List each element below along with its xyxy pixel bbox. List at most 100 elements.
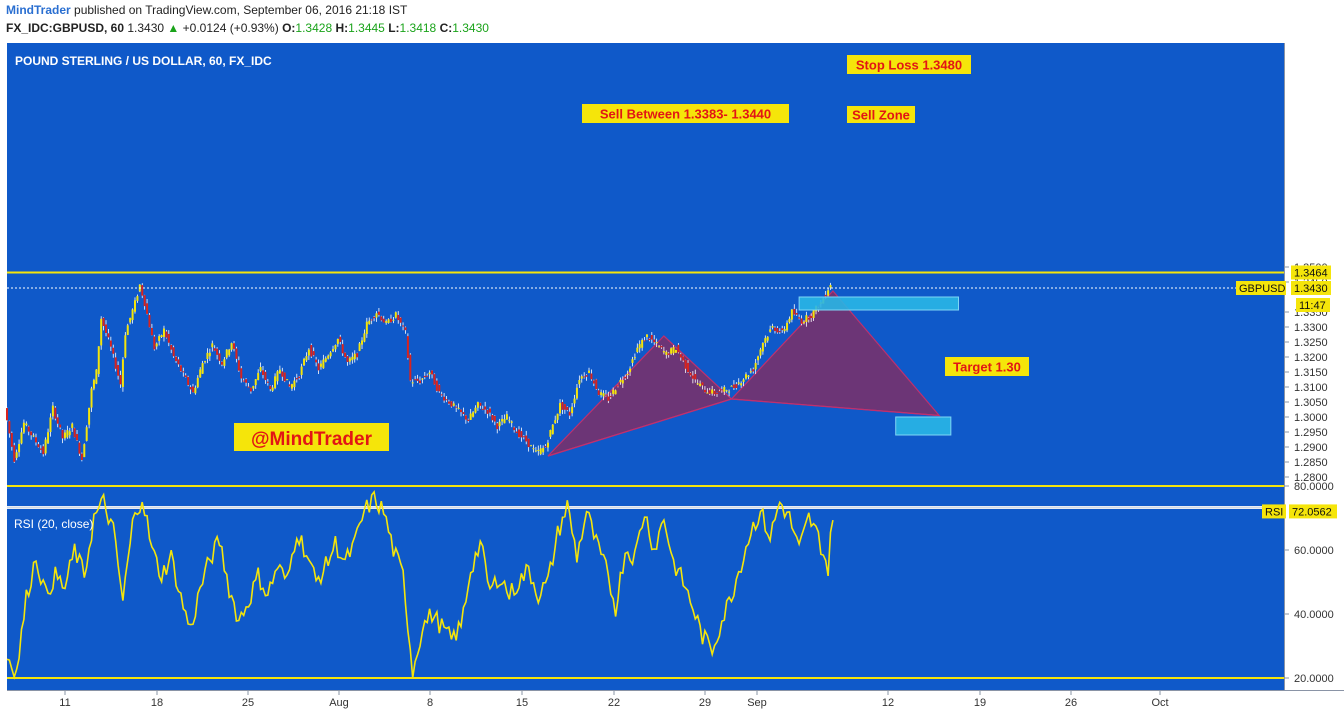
- candle-body: [498, 421, 501, 427]
- rsi-value-tag-text: 72.0562: [1292, 506, 1332, 518]
- time-axis-label: Oct: [1151, 697, 1168, 709]
- candle-body: [742, 379, 745, 382]
- candle-body: [759, 349, 762, 356]
- candle-body: [20, 432, 23, 444]
- candle-body: [824, 294, 827, 297]
- candle-body: [650, 335, 653, 340]
- watermark-label: @MindTrader: [234, 423, 389, 451]
- candle-body: [358, 343, 361, 351]
- time-axis-label: Sep: [747, 697, 767, 709]
- rsi-axis-label: 20.0000: [1294, 673, 1334, 685]
- candle-body: [257, 372, 260, 380]
- candle-body: [286, 379, 289, 381]
- candle-body: [220, 361, 223, 365]
- candle-body: [307, 349, 310, 356]
- candle-body: [8, 421, 11, 434]
- time-axis-label: 19: [974, 697, 986, 709]
- candle-body: [365, 321, 368, 335]
- candle-body: [554, 420, 557, 424]
- candle-body: [658, 346, 661, 348]
- candle-body: [356, 353, 359, 358]
- stop-loss-label: Stop Loss 1.3480: [847, 55, 971, 74]
- candle-body: [264, 371, 267, 381]
- candle-body: [725, 390, 728, 392]
- candle-body: [503, 419, 506, 424]
- candle-body: [431, 370, 434, 375]
- candle-body: [339, 336, 342, 343]
- rsi-value-tag-bg: [1289, 504, 1337, 519]
- candle-body: [30, 431, 33, 436]
- last-price-axis-tag: 1.3430: [1291, 281, 1331, 295]
- candle-body: [189, 386, 192, 390]
- candle-body: [288, 384, 291, 387]
- candle-body: [662, 351, 665, 353]
- candle-body: [641, 339, 644, 348]
- candle-body: [146, 303, 149, 314]
- candle-body: [237, 360, 240, 371]
- candle-body: [527, 438, 530, 448]
- time-axis-label: 26: [1065, 697, 1077, 709]
- candle-body: [22, 422, 25, 433]
- candle-body: [479, 402, 482, 406]
- target-label: Target 1.30: [945, 357, 1029, 376]
- candle-body: [312, 351, 315, 356]
- candle-body: [245, 379, 248, 383]
- candle-body: [530, 445, 533, 447]
- candle-body: [271, 387, 274, 391]
- candle-body: [63, 432, 66, 439]
- candle-body: [679, 354, 682, 358]
- candle-body: [624, 376, 627, 379]
- candle-body: [223, 359, 226, 366]
- candle-body: [129, 317, 132, 323]
- symbol-info-bar: FX_IDC:GBPUSD, 60 1.3430 ▲ +0.0124 (+0.9…: [6, 21, 489, 35]
- candle-body: [607, 396, 610, 401]
- candle-body: [790, 309, 793, 320]
- author-link[interactable]: MindTrader: [6, 3, 71, 17]
- candle-body: [49, 417, 52, 433]
- candle-body: [361, 340, 364, 345]
- candle-body: [317, 363, 320, 371]
- candle-body: [387, 319, 390, 323]
- candle-body: [80, 453, 83, 460]
- candle-body: [696, 383, 699, 385]
- candle-body: [795, 312, 798, 315]
- candle-body: [276, 371, 279, 382]
- candle-body: [56, 417, 59, 424]
- pattern-bd-leg: [731, 398, 940, 417]
- candle-body: [73, 428, 76, 438]
- candle-body: [351, 356, 354, 361]
- candle-body: [515, 431, 518, 434]
- candle-body: [102, 317, 105, 327]
- candle-body: [590, 373, 593, 380]
- candle-body: [771, 326, 774, 328]
- candle-body: [117, 364, 120, 376]
- candle-body: [684, 360, 687, 369]
- candle-body: [597, 390, 600, 396]
- candle-body: [95, 369, 98, 384]
- stop-loss-axis-tag-text: 1.3464: [1294, 268, 1328, 280]
- candle-body: [563, 404, 566, 410]
- candle-body: [211, 343, 214, 348]
- candle-body: [6, 408, 8, 421]
- candle-body: [324, 358, 327, 362]
- candle-body: [319, 363, 322, 367]
- rsi-title: RSI (20, close): [14, 517, 93, 531]
- price-axis-label: 1.2850: [1294, 457, 1328, 469]
- candle-body: [455, 406, 458, 408]
- rsi-axis-label: 80.0000: [1294, 481, 1334, 493]
- candle-body: [37, 444, 40, 448]
- price-axis-label: 1.3100: [1294, 382, 1328, 394]
- rsi-value-tag: 72.0562: [1289, 504, 1337, 519]
- candle-body: [39, 448, 42, 450]
- candle-body: [776, 327, 779, 333]
- candle-body: [489, 408, 491, 413]
- candle-body: [114, 357, 117, 369]
- candle-body: [764, 338, 767, 343]
- candle-body: [247, 386, 250, 388]
- target-label-bg: [945, 357, 1029, 376]
- candle-body: [728, 391, 731, 393]
- candle-body: [332, 349, 335, 352]
- candle-body: [353, 353, 356, 360]
- candle-body: [194, 387, 197, 394]
